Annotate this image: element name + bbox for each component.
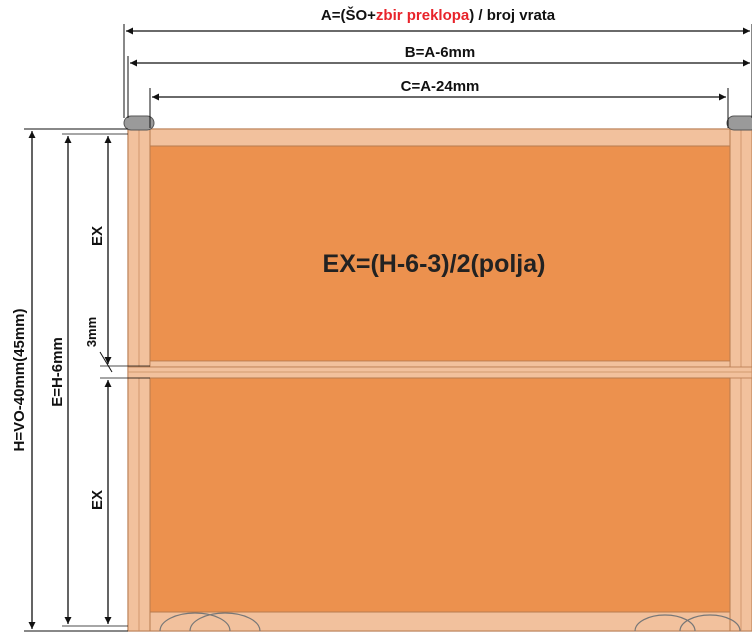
bottom-roller-right — [634, 614, 741, 632]
dimension-c-label: C=A-24mm — [401, 78, 480, 95]
dimension-h-label: H=VO-40mm(45mm) — [11, 309, 28, 452]
top-roller-right — [726, 115, 752, 131]
middle-rail — [149, 360, 731, 368]
upper-panel — [149, 145, 731, 362]
dimension-gap-label: 3mm — [84, 317, 99, 347]
top-rail — [149, 128, 731, 147]
middle-rail-2 — [127, 366, 752, 379]
lower-panel — [149, 377, 731, 613]
panel-formula: EX=(H-6-3)/2(polja) — [323, 250, 546, 278]
dimension-ex-bottom-label: EX — [89, 490, 106, 510]
dimension-b-label: B=A-6mm — [405, 44, 475, 61]
bottom-roller-left — [159, 612, 261, 632]
gap-leader — [99, 351, 113, 373]
dimension-e-label: E=H-6mm — [49, 337, 66, 407]
dimension-ex-top-label: EX — [89, 226, 106, 246]
top-roller-left — [123, 115, 155, 131]
bottom-rail — [149, 611, 731, 632]
dimension-a-label: A=(ŠO+zbir preklopa) / broj vrata — [321, 6, 556, 24]
